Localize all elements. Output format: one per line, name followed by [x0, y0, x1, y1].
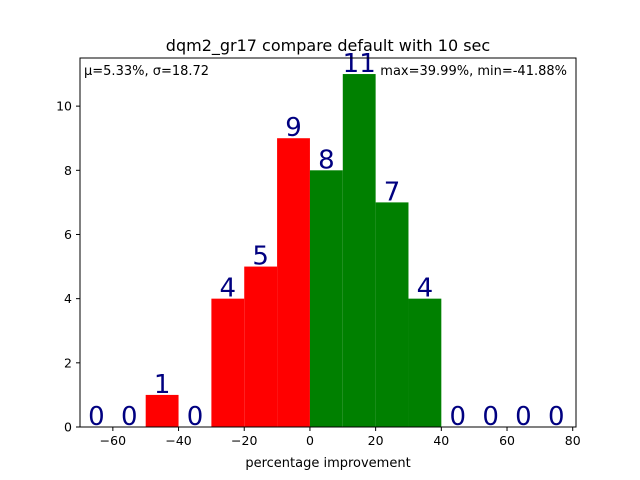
x-tick-label: 40 [433, 433, 449, 448]
bar-count-label: 9 [285, 113, 302, 143]
stats-annotation-left: μ=5.33%, σ=18.72 [84, 64, 209, 79]
bar-count-label: 0 [88, 402, 105, 432]
histogram-bar [309, 170, 343, 427]
bar-count-label: 11 [343, 49, 376, 79]
histogram-bar [408, 298, 442, 427]
bar-count-label: 0 [187, 402, 204, 432]
chart-title: dqm2_gr17 compare default with 10 sec [166, 36, 490, 56]
x-tick-label: −20 [231, 433, 257, 448]
bar-count-label: 0 [121, 402, 138, 432]
bar-count-label: 8 [318, 145, 335, 175]
bar-count-label: 4 [220, 274, 237, 304]
histogram-bar [277, 138, 310, 427]
stats-annotation-right: max=39.99%, min=-41.88% [380, 64, 567, 79]
bar-count-label: 7 [384, 177, 401, 207]
bar-count-label: 0 [548, 402, 565, 432]
bar-count-label: 0 [449, 402, 466, 432]
bar-count-label: 0 [482, 402, 499, 432]
x-tick-label: 20 [368, 433, 384, 448]
bar-count-label: 1 [154, 370, 171, 400]
x-axis-ticks: −60 −40 −20 0 20 40 60 80 [100, 427, 581, 448]
y-tick-label: 2 [64, 355, 72, 370]
y-tick-label: 4 [64, 291, 72, 306]
histogram-bar [342, 74, 376, 427]
histogram-bar [244, 266, 278, 427]
x-tick-label: 60 [499, 433, 515, 448]
x-tick-label: 80 [565, 433, 581, 448]
x-tick-label: −60 [100, 433, 126, 448]
bar-count-label: 0 [515, 402, 532, 432]
y-tick-label: 10 [56, 99, 72, 114]
bars-group [145, 74, 442, 427]
histogram-bar [145, 394, 179, 427]
y-tick-label: 6 [64, 227, 72, 242]
y-tick-label: 0 [64, 420, 72, 435]
histogram-bar [211, 298, 245, 427]
y-tick-label: 8 [64, 163, 72, 178]
bar-count-label: 5 [252, 242, 269, 272]
plot-frame [79, 57, 577, 428]
x-axis-label: percentage improvement [245, 456, 410, 471]
x-tick-label: 0 [306, 433, 314, 448]
bar-count-label: 4 [417, 274, 434, 304]
x-tick-label: −40 [165, 433, 191, 448]
histogram-bar [375, 202, 409, 427]
y-axis-ticks: 0 2 4 6 8 10 [56, 99, 80, 435]
